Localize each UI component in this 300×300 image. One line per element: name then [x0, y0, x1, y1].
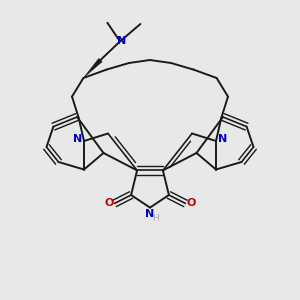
Text: H: H [152, 214, 159, 223]
Text: N: N [218, 134, 227, 144]
Polygon shape [83, 58, 102, 78]
Text: N: N [146, 209, 154, 219]
Text: O: O [104, 198, 114, 208]
Text: N: N [73, 134, 82, 144]
Text: N: N [117, 35, 126, 46]
Text: O: O [186, 198, 196, 208]
